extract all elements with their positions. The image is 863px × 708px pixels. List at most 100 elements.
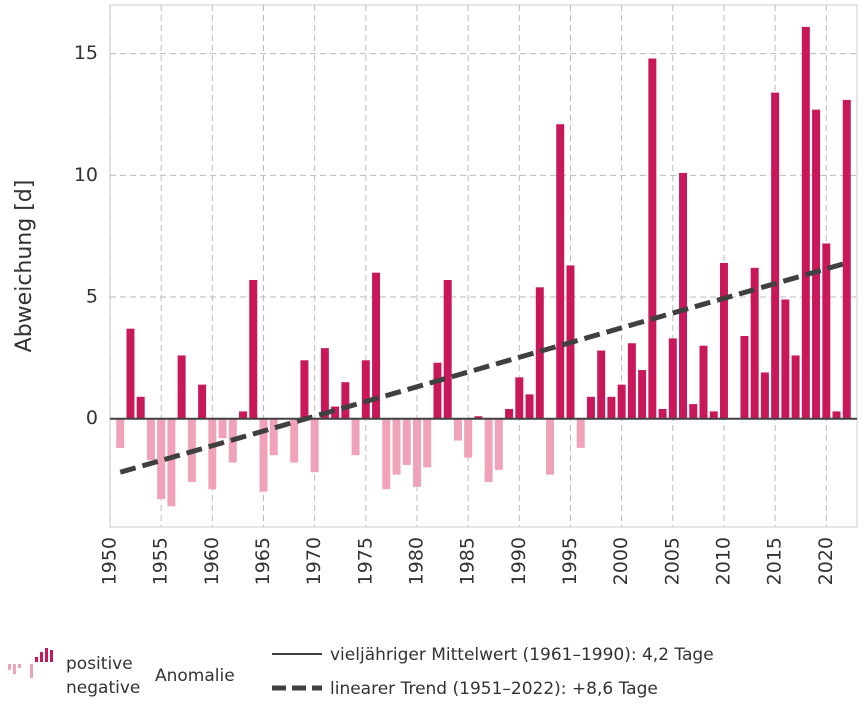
bar — [116, 418, 125, 448]
bar — [198, 384, 207, 419]
bar — [310, 418, 319, 473]
bar — [668, 338, 677, 419]
bar — [607, 396, 616, 419]
bar — [586, 396, 595, 419]
bar — [791, 355, 800, 419]
bar — [361, 360, 370, 419]
bar — [146, 418, 155, 461]
bar — [433, 362, 442, 419]
bar — [597, 350, 606, 419]
bar — [648, 58, 657, 419]
bar — [412, 418, 421, 487]
x-tick-label: 1970 — [303, 537, 325, 585]
bar — [177, 355, 186, 419]
x-tick-label: 2000 — [610, 537, 632, 585]
bar — [484, 418, 493, 482]
legend: positive negative Anomalie vieljähriger … — [8, 645, 714, 699]
x-tick-label: 1975 — [354, 537, 376, 585]
bar — [709, 411, 718, 419]
legend-mean: vieljähriger Mittelwert (1961–1990): 4,2… — [330, 645, 714, 665]
bar — [464, 418, 473, 458]
bar — [771, 92, 780, 419]
bar — [760, 372, 769, 419]
y-tick-label: 10 — [74, 164, 98, 186]
bar — [719, 262, 728, 419]
x-tick-label: 2020 — [815, 537, 837, 585]
legend-group: Anomalie — [155, 666, 235, 686]
bar — [658, 408, 667, 419]
bar — [372, 272, 381, 419]
bar — [423, 418, 432, 468]
bar — [218, 418, 227, 439]
x-tick-label: 2010 — [712, 537, 734, 585]
legend-positive: positive — [66, 654, 133, 674]
legend-trend: linearer Trend (1951–2022): +8,6 Tage — [330, 679, 658, 699]
bar — [801, 26, 810, 419]
y-tick-label: 0 — [86, 407, 98, 429]
plot-frame — [109, 4, 858, 528]
legend-icon — [35, 657, 38, 662]
bar — [576, 418, 585, 448]
bar — [546, 418, 555, 475]
bar — [208, 418, 217, 490]
bar — [351, 418, 360, 456]
x-tick-label: 1990 — [508, 537, 530, 585]
x-tick-label: 1965 — [252, 537, 274, 585]
x-tick-label: 2015 — [764, 537, 786, 585]
bar — [535, 287, 544, 419]
bar — [167, 418, 176, 507]
bar — [320, 348, 329, 419]
legend-negative: negative — [66, 678, 140, 698]
bar — [689, 404, 698, 419]
bar — [842, 99, 851, 419]
bar — [494, 418, 503, 470]
legend-icon — [50, 650, 53, 662]
y-tick-label: 15 — [74, 42, 98, 64]
x-tick-label: 1950 — [99, 537, 121, 585]
bar — [505, 408, 514, 419]
bar — [832, 411, 841, 419]
bar — [627, 343, 636, 419]
x-tick-label: 1985 — [457, 537, 479, 585]
legend-icon — [8, 664, 11, 670]
bar — [126, 328, 135, 419]
bar — [750, 267, 759, 419]
bar — [822, 243, 831, 419]
y-axis-title: Abweichung [d] — [12, 180, 37, 353]
bar — [402, 418, 411, 465]
bar — [157, 418, 166, 500]
bar — [382, 418, 391, 490]
bar — [699, 345, 708, 419]
bar — [341, 382, 350, 419]
bar — [443, 279, 452, 419]
legend-icon — [40, 652, 43, 662]
bar — [679, 172, 688, 419]
x-tick-label: 2005 — [661, 537, 683, 585]
bar — [556, 124, 565, 419]
legend-icon — [13, 664, 16, 674]
bar — [249, 279, 258, 419]
bar — [392, 418, 401, 475]
bar — [515, 377, 524, 419]
x-tick-label: 1960 — [201, 537, 223, 585]
bar — [259, 418, 268, 492]
bar — [136, 396, 145, 419]
legend-icon — [30, 664, 33, 678]
bar — [617, 384, 626, 419]
x-tick-label: 1995 — [559, 537, 581, 585]
bar — [781, 299, 790, 419]
bar — [638, 370, 647, 419]
bar — [290, 418, 299, 463]
x-tick-label: 1955 — [150, 537, 172, 585]
bar — [740, 335, 749, 419]
x-tick-label: 1980 — [405, 537, 427, 585]
bar — [812, 109, 821, 419]
bar — [300, 360, 309, 419]
trend-line — [119, 260, 848, 475]
y-tick-label: 5 — [86, 286, 98, 308]
bar — [269, 418, 278, 456]
legend-icon — [18, 664, 21, 668]
bar — [239, 411, 248, 419]
bar — [474, 416, 483, 419]
